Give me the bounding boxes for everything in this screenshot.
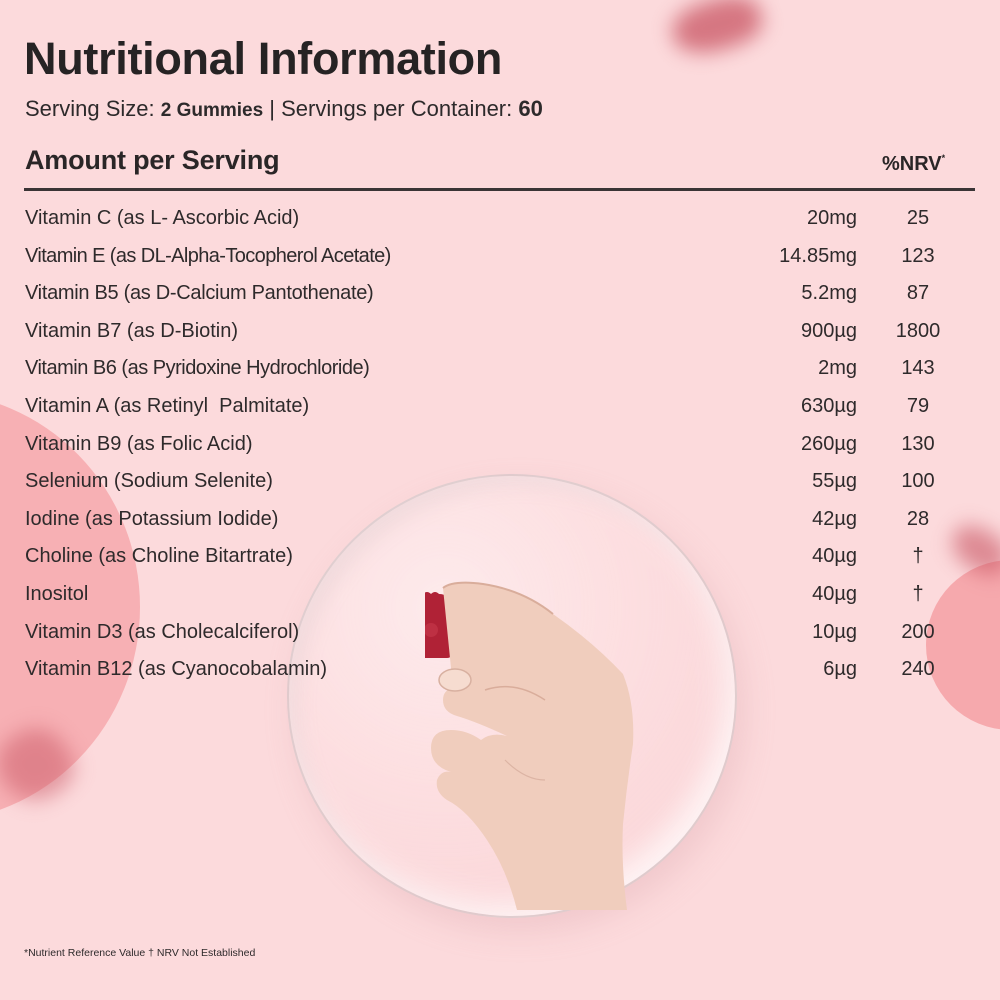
page-title: Nutritional Information	[24, 33, 503, 84]
nutrient-amount: 10µg	[812, 620, 857, 643]
nutrient-name: Vitamin B12 (as Cyanocobalamin)	[25, 658, 328, 681]
blurred-gummy-decoration	[0, 716, 84, 814]
nutrient-name: Choline (as Choline Bitartrate)	[25, 545, 293, 568]
nutrient-nrv: 123	[901, 244, 935, 267]
servings-per-container-value: 60	[518, 96, 543, 121]
nutrient-nrv: 130	[901, 432, 935, 455]
table-row: Selenium (Sodium Selenite) 55µg 100	[0, 463, 1000, 501]
blurred-gummy-decoration	[666, 0, 768, 63]
nutrient-amount: 6µg	[823, 658, 857, 681]
nrv-header-label: %NRV	[882, 153, 942, 175]
nutrient-amount: 40µg	[812, 582, 857, 605]
table-row: Vitamin E (as DL-Alpha-Tocopherol Acetat…	[0, 238, 1000, 276]
nutrient-amount: 42µg	[812, 507, 857, 530]
nutrient-name: Vitamin C (as L- Ascorbic Acid)	[25, 207, 300, 229]
header-divider	[24, 188, 975, 191]
nutrient-nrv: 100	[901, 470, 935, 493]
nutrient-nrv: 143	[901, 357, 935, 380]
nrv-footnote-mark: *	[941, 153, 946, 163]
nutrient-nrv: 28	[906, 507, 930, 530]
table-row: Inositol 40µg †	[0, 576, 1000, 614]
serving-size-value: 2 Gummies	[160, 100, 264, 121]
servings-per-container-label: Servings per Container:	[281, 96, 519, 121]
nutrient-name: Vitamin B6 (as Pyridoxine Hydrochloride)	[25, 357, 370, 380]
nutrient-nrv: 1800	[895, 319, 941, 342]
table-row: Vitamin B6 (as Pyridoxine Hydrochloride)…	[0, 350, 1000, 388]
nutrient-nrv: 240	[901, 658, 935, 681]
nutrient-nrv: 25	[906, 207, 930, 229]
nutrient-name: Vitamin A (as Retinyl Palmitate)	[25, 394, 310, 417]
nutrient-name: Selenium (Sodium Selenite)	[25, 470, 273, 493]
nutrient-amount: 20mg	[806, 207, 857, 229]
serving-separator: |	[263, 96, 282, 121]
nutrient-name: Vitamin B9 (as Folic Acid)	[25, 432, 253, 455]
table-row: Vitamin D3 (as Cholecalciferol) 10µg 200	[0, 614, 1000, 652]
table-row: Vitamin B9 (as Folic Acid) 260µg 130	[0, 426, 1000, 464]
nutrient-nrv: †	[912, 545, 924, 568]
nutrient-nrv: 87	[906, 282, 930, 305]
nutrient-table: Vitamin C (as L- Ascorbic Acid) 20mg 25 Vi…	[0, 200, 1000, 689]
nutrient-amount: 260µg	[800, 432, 857, 455]
nutrient-name: Vitamin B7 (as D-Biotin)	[25, 319, 239, 342]
nutrient-name: Vitamin B5 (as D-Calcium Pantothenate)	[25, 282, 374, 305]
nrv-header: %NRV*	[882, 153, 945, 176]
nutrient-amount: 900µg	[800, 319, 857, 342]
nutrient-nrv: †	[912, 582, 924, 605]
nutrient-amount: 40µg	[812, 545, 857, 568]
nutrient-amount: 630µg	[800, 394, 857, 417]
serving-size-label: Serving Size:	[25, 96, 161, 121]
table-row: Vitamin C (as L- Ascorbic Acid) 20mg 25	[0, 200, 1000, 238]
footnote: *Nutrient Reference Value † NRV Not Esta…	[24, 947, 256, 959]
table-row: Vitamin B5 (as D-Calcium Pantothenate) 5.…	[0, 275, 1000, 313]
table-row: Vitamin B7 (as D-Biotin) 900µg 1800	[0, 313, 1000, 351]
nutrient-amount: 14.85mg	[779, 244, 857, 267]
nutrient-name: Vitamin D3 (as Cholecalciferol)	[25, 620, 300, 643]
amount-per-serving-header: Amount per Serving	[25, 145, 280, 175]
table-row: Choline (as Choline Bitartrate) 40µg †	[0, 538, 1000, 576]
nutrient-name: Iodine (as Potassium Iodide)	[25, 507, 279, 530]
table-row: Iodine (as Potassium Iodide) 42µg 28	[0, 501, 1000, 539]
serving-info: Serving Size: 2 Gummies | Servings per C…	[25, 96, 543, 122]
nutrient-amount: 2mg	[818, 357, 857, 380]
table-row: Vitamin A (as Retinyl Palmitate) 630µg 79	[0, 388, 1000, 426]
nutrient-amount: 55µg	[812, 470, 857, 493]
nutrient-nrv: 200	[901, 620, 935, 643]
nutrient-name: Vitamin E (as DL-Alpha-Tocopherol Acetat…	[25, 244, 391, 267]
nutrient-nrv: 79	[906, 394, 930, 417]
nutrient-name: Inositol	[25, 582, 89, 605]
table-row: Vitamin B12 (as Cyanocobalamin) 6µg 240	[0, 651, 1000, 689]
nutrient-amount: 5.2mg	[801, 282, 857, 305]
